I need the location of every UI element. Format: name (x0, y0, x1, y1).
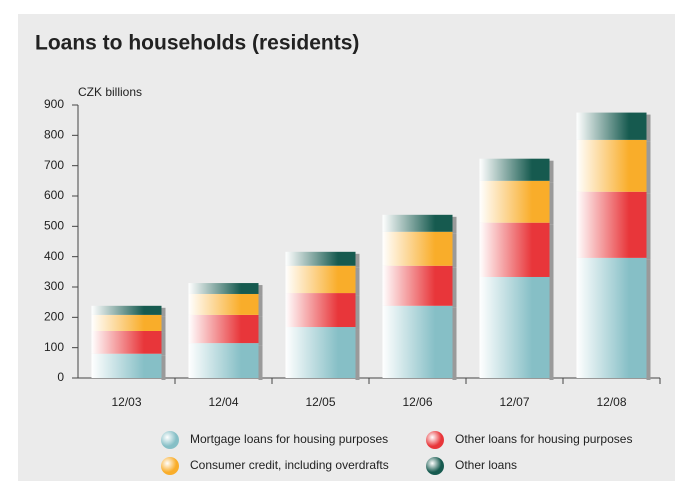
y-tick-label: 800 (44, 128, 64, 142)
bar-shadow (549, 224, 554, 279)
bar-shadow (161, 316, 166, 333)
y-tick-label: 0 (57, 370, 64, 384)
bar-segment (285, 327, 356, 378)
bar-shadow (258, 295, 263, 317)
x-tick-label: 12/06 (402, 395, 432, 409)
bar-segment (479, 180, 550, 223)
bar-segment (576, 139, 647, 192)
y-tick-label: 500 (44, 219, 64, 233)
bar-segment (479, 222, 550, 277)
legend-label: Consumer credit, including overdrafts (190, 458, 389, 472)
bar-segment (91, 305, 162, 315)
bar-segment (188, 293, 259, 315)
y-tick-label: 100 (44, 340, 64, 354)
bar-shadow (258, 285, 263, 296)
legend-label: Mortgage loans for housing purposes (190, 432, 388, 446)
bar-shadow (549, 160, 554, 183)
y-tick-label: 600 (44, 188, 64, 202)
y-tick-label: 700 (44, 158, 64, 172)
panel (18, 14, 675, 481)
bar-shadow (646, 114, 651, 142)
bar-segment (382, 231, 453, 266)
bar-segment (382, 305, 453, 378)
bar-segment (479, 276, 550, 378)
bar-shadow (646, 259, 651, 380)
bar-segment (382, 214, 453, 232)
bar-shadow (549, 182, 554, 225)
bar-shadow (452, 307, 457, 380)
y-axis-label: CZK billions (78, 85, 142, 99)
legend-swatch (426, 431, 444, 449)
x-tick-label: 12/04 (208, 395, 238, 409)
bar-segment (91, 353, 162, 378)
bar-segment (91, 330, 162, 354)
bar-shadow (258, 316, 263, 346)
bar-shadow (452, 267, 457, 308)
x-tick-label: 12/07 (499, 395, 529, 409)
bar-shadow (258, 345, 263, 380)
bar-segment (188, 314, 259, 344)
bar-shadow (355, 253, 360, 268)
x-tick-label: 12/05 (305, 395, 335, 409)
bar-shadow (161, 332, 166, 356)
legend-swatch (161, 457, 179, 475)
bar-shadow (161, 307, 166, 317)
bar-shadow (161, 355, 166, 380)
bar-shadow (355, 295, 360, 330)
x-tick-label: 12/08 (596, 395, 626, 409)
chart-title: Loans to households (residents) (35, 32, 359, 55)
bar-shadow (355, 329, 360, 380)
y-tick-label: 200 (44, 310, 64, 324)
bar-segment (285, 265, 356, 294)
y-tick-label: 900 (44, 97, 64, 111)
bar-segment (479, 158, 550, 181)
legend-label: Other loans (455, 458, 517, 472)
y-tick-label: 300 (44, 279, 64, 293)
bar-shadow (646, 141, 651, 194)
bar-shadow (549, 278, 554, 380)
bar-segment (188, 343, 259, 378)
y-tick-label: 400 (44, 249, 64, 263)
bar-segment (285, 251, 356, 266)
bar-segment (285, 293, 356, 328)
bar-shadow (646, 193, 651, 260)
legend-label: Other loans for housing purposes (455, 432, 632, 446)
bar-segment (91, 314, 162, 331)
bar-shadow (452, 233, 457, 268)
bar-segment (382, 265, 453, 306)
bar-segment (188, 283, 259, 294)
bar-shadow (452, 216, 457, 234)
bar-shadow (355, 267, 360, 296)
bar-segment (576, 191, 647, 258)
bar-segment (576, 257, 647, 378)
x-tick-label: 12/03 (111, 395, 141, 409)
bar-segment (576, 112, 647, 140)
legend-swatch (426, 457, 444, 475)
legend-swatch (161, 431, 179, 449)
